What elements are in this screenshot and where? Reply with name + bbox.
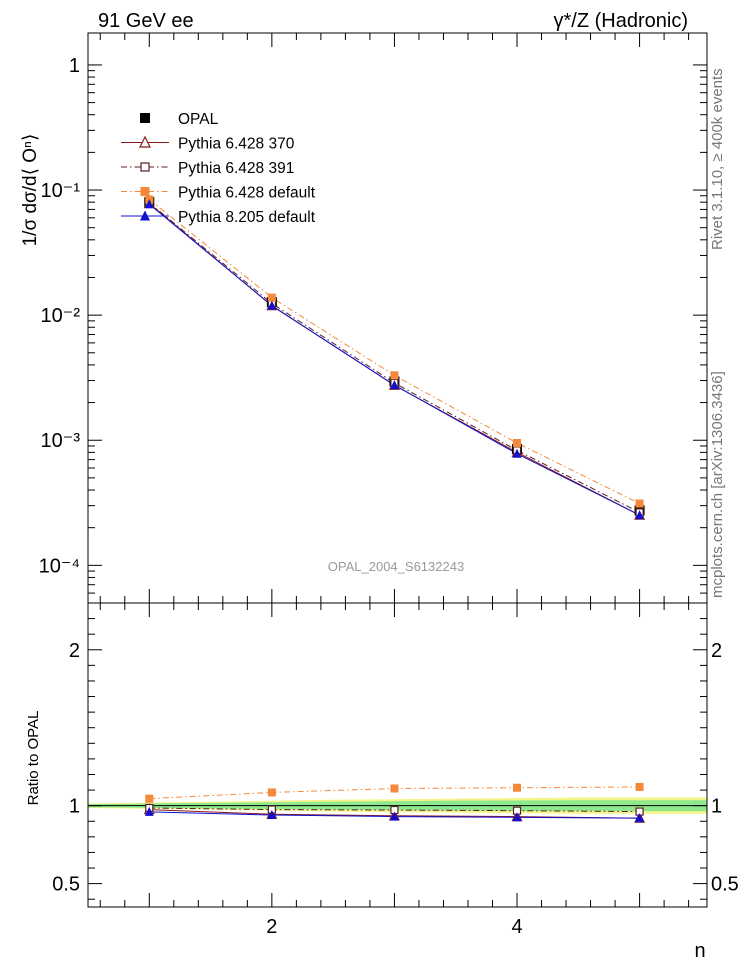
x-tick-label: 2: [266, 916, 277, 938]
y-tick-label: 0.5: [52, 874, 80, 896]
ratio-point-3: [144, 806, 154, 816]
data-point-3: [267, 293, 276, 302]
data-point-4: [267, 300, 277, 310]
data-point-4: [144, 199, 154, 209]
legend-marker-1: [139, 135, 151, 148]
data-point-4: [635, 510, 645, 520]
legend-label-3: Pythia 6.428 default: [178, 185, 316, 202]
ratio-point-2: [145, 794, 154, 803]
ratio-panel: 2 2 1 1 0.5 0.5 2 4: [52, 602, 739, 938]
ratio-point-3: [512, 812, 522, 822]
mcplots-label: mcplots.cern.ch [arXiv:1306.3436]: [709, 371, 726, 598]
ratio-point-2: [635, 782, 644, 791]
y-tick-label-right: 0.5: [711, 874, 739, 896]
legend-label-4: Pythia 8.205 default: [178, 209, 316, 226]
y-tick-label: 10⁻¹: [41, 180, 81, 202]
ratio-point-2: [390, 784, 399, 793]
data-point-3: [635, 499, 644, 508]
legend-label-2: Pythia 6.428 391: [178, 160, 294, 177]
ratio-point-2: [513, 783, 522, 792]
y-tick-label: 1: [69, 796, 80, 818]
y-tick-label-right: 1: [711, 796, 722, 818]
data-point-4: [512, 448, 522, 458]
header-right: γ*/Z (Hadronic): [554, 10, 688, 32]
legend: OPAL Pythia 6.428 370 Pythia 6.428 391 Pyth…: [121, 111, 316, 226]
y-tick-label: 10⁻³: [41, 430, 81, 452]
analysis-watermark: OPAL_2004_S6132243: [328, 559, 464, 574]
legend-marker-3: [140, 187, 150, 196]
y-tick-label: 2: [69, 640, 80, 662]
ratio-point-3: [267, 810, 277, 820]
main-panel: 1 10⁻¹ 10⁻² 10⁻³ 10⁻⁴: [39, 32, 708, 604]
header-left: 91 GeV ee: [98, 10, 194, 32]
data-point-4: [389, 380, 399, 390]
legend-marker-2: [140, 162, 150, 172]
data-point-3: [513, 439, 522, 448]
legend-marker-4: [140, 210, 150, 221]
series-line-2: [148, 202, 640, 513]
y-tick-label: 10⁻²: [41, 305, 81, 327]
series-line-1: [148, 203, 640, 516]
ratio-point-2: [267, 788, 276, 797]
data-point-3: [390, 371, 399, 380]
series-line-3: [148, 199, 640, 504]
legend-label-0: OPAL: [178, 111, 219, 128]
panel-frame: [87, 602, 708, 908]
legend-marker-0: [140, 113, 150, 123]
legend-label-1: Pythia 6.428 370: [178, 136, 295, 153]
series-line-4: [148, 203, 640, 516]
y-tick-label: 10⁻⁴: [39, 555, 80, 577]
ratio-point-3: [389, 811, 399, 821]
x-tick-label: 4: [511, 916, 522, 938]
y-tick-label: 1: [69, 55, 80, 77]
y-tick-label-right: 2: [711, 640, 722, 662]
ratio-point-3: [635, 813, 645, 823]
ratio-ylabel: Ratio to OPAL: [25, 711, 42, 806]
main-ylabel: 1/σ dσ/d⟨ Oⁿ⟩: [20, 134, 41, 247]
rivet-label: Rivet 3.1.10, ≥ 400k events: [709, 68, 726, 250]
x-axis-label: n: [694, 940, 705, 962]
